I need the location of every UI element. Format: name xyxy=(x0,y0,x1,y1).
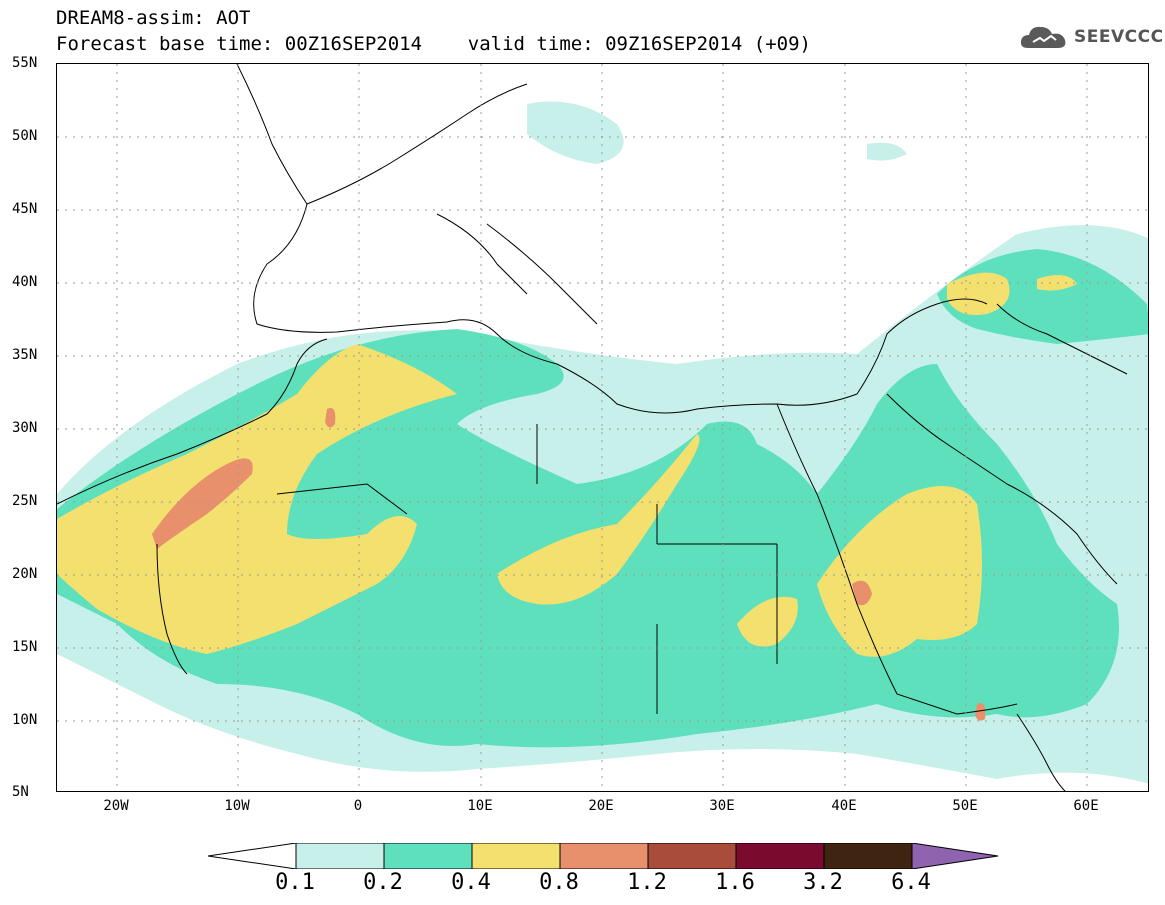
colorbar-label: 3.2 xyxy=(803,870,843,895)
aot-map xyxy=(56,63,1149,792)
y-tick-label: 5N xyxy=(12,784,29,800)
colorbar-label: 1.6 xyxy=(715,870,755,895)
y-tick-label: 45N xyxy=(12,201,38,217)
map-title: DREAM8-assim: AOT xyxy=(56,7,251,29)
colorbar-arrow-low xyxy=(208,843,297,869)
colorbar-segment xyxy=(559,843,649,869)
colorbar-label: 0.1 xyxy=(275,870,315,895)
cloud-icon xyxy=(1020,26,1066,48)
colorbar-segment xyxy=(735,843,825,869)
colorbar-label: 0.4 xyxy=(451,870,491,895)
x-tick-label: 10E xyxy=(467,798,493,814)
y-tick-label: 10N xyxy=(12,712,38,728)
x-tick-label: 60E xyxy=(1073,798,1099,814)
seevccc-logo: SEEVCCC xyxy=(1018,22,1164,52)
colorbar-segment xyxy=(647,843,737,869)
x-tick-label: 40E xyxy=(831,798,857,814)
y-tick-label: 15N xyxy=(12,639,38,655)
coastlines-and-borders xyxy=(57,64,1148,791)
colorbar-label: 0.2 xyxy=(363,870,403,895)
y-tick-label: 40N xyxy=(12,274,38,290)
aot-band-0-8 xyxy=(152,408,986,721)
aot-colorbar xyxy=(208,843,999,869)
y-tick-label: 30N xyxy=(12,420,38,436)
x-tick-label: 0 xyxy=(353,798,363,814)
x-tick-label: 20E xyxy=(588,798,614,814)
x-tick-label: 20W xyxy=(103,798,129,814)
x-tick-label: 50E xyxy=(952,798,978,814)
x-tick-label: 30E xyxy=(709,798,735,814)
colorbar-label: 1.2 xyxy=(627,870,667,895)
y-tick-label: 25N xyxy=(12,493,38,509)
colorbar-label: 0.8 xyxy=(539,870,579,895)
y-tick-label: 55N xyxy=(12,55,38,71)
colorbar-segment xyxy=(295,843,385,869)
y-tick-label: 35N xyxy=(12,347,38,363)
colorbar-arrow-high xyxy=(911,843,999,869)
colorbar-segment xyxy=(823,843,913,869)
y-tick-label: 50N xyxy=(12,128,38,144)
logo-text: SEEVCCC xyxy=(1074,27,1164,47)
colorbar-label: 6.4 xyxy=(891,870,931,895)
x-tick-label: 10W xyxy=(224,798,250,814)
colorbar-segment xyxy=(383,843,473,869)
colorbar-segment xyxy=(471,843,561,869)
y-tick-label: 20N xyxy=(12,566,38,582)
forecast-time-line: Forecast base time: 00Z16SEP2014 valid t… xyxy=(56,33,811,55)
